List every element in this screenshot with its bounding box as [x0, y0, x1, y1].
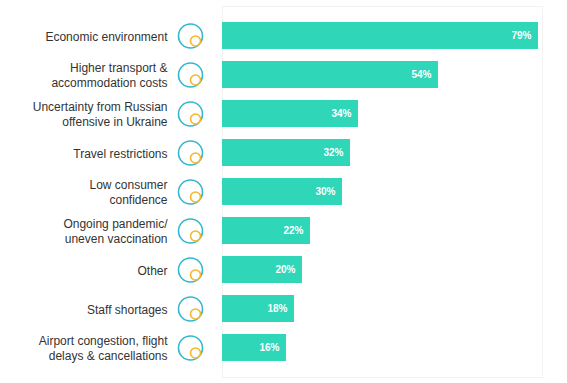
svg-text:32%: 32% [323, 147, 343, 158]
svg-text:34%: 34% [331, 108, 351, 119]
svg-text:Ongoing pandemic/uneven vaccin: Ongoing pandemic/uneven vaccination [63, 217, 168, 245]
svg-text:30%: 30% [315, 186, 335, 197]
svg-text:Uncertainty from Russianoffens: Uncertainty from Russianoffensive in Ukr… [33, 100, 168, 128]
svg-text:79%: 79% [511, 30, 531, 41]
svg-text:Airport congestion, flightdela: Airport congestion, flightdelays & cance… [39, 334, 168, 362]
svg-text:Staff shortages: Staff shortages [87, 303, 168, 317]
svg-text:Travel restrictions: Travel restrictions [73, 147, 167, 161]
svg-text:18%: 18% [267, 303, 287, 314]
svg-text:16%: 16% [259, 342, 279, 353]
svg-text:22%: 22% [283, 225, 303, 236]
svg-text:Other: Other [137, 264, 167, 278]
svg-text:54%: 54% [411, 69, 431, 80]
svg-text:Higher transport &accommodatio: Higher transport &accommodation costs [51, 61, 167, 89]
svg-text:Economic environment: Economic environment [45, 30, 168, 44]
svg-text:Low consumerconfidence: Low consumerconfidence [89, 178, 167, 206]
svg-text:20%: 20% [275, 264, 295, 275]
